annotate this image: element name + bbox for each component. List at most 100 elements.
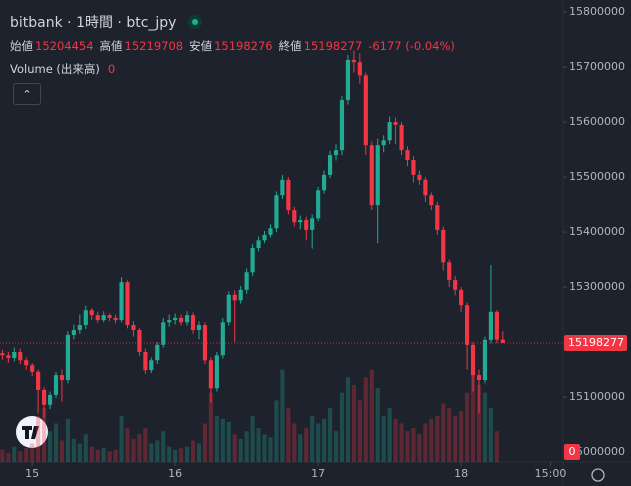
volume-label: 0: [569, 445, 576, 458]
volume-bar: [77, 443, 82, 462]
volume-bar: [447, 408, 452, 462]
candle-body: [435, 205, 440, 230]
candle-body: [494, 311, 499, 340]
candle-body: [292, 210, 297, 223]
volume-bar: [322, 418, 327, 462]
volume-bar: [274, 400, 279, 462]
y-tick-label: 15400000: [569, 225, 625, 238]
volume-bar: [65, 418, 71, 462]
volume-bar: [220, 418, 225, 462]
volume-legend: Volume (出来高) 0: [10, 61, 121, 77]
candle-body: [405, 150, 410, 161]
candle-body: [77, 325, 82, 330]
volume-bar: [101, 448, 106, 462]
volume-bar: [125, 428, 130, 462]
volume-bar: [464, 392, 470, 462]
volume-bar: [137, 434, 142, 462]
candle-body: [351, 59, 356, 63]
volume-bar: [131, 438, 136, 462]
volume-bar: [286, 408, 291, 462]
volume-bar: [30, 443, 35, 462]
value: 15204454: [35, 39, 94, 53]
candle-body: [137, 330, 142, 352]
ohlc-legend: 始値 15204454 高値 15219708 安値 15198276 終値 15198277…: [10, 38, 461, 54]
volume-bar: [405, 431, 410, 462]
volume-bar: [83, 434, 88, 462]
volume-bar: [351, 385, 356, 462]
candle-body: [417, 174, 422, 180]
volume-bar: [453, 415, 458, 462]
volume-bar: [399, 423, 404, 462]
candle-body: [214, 355, 219, 389]
volume-bar: [179, 448, 184, 462]
candle-body: [155, 344, 160, 361]
volume-bar: [244, 431, 249, 462]
volume-bar: [53, 423, 59, 462]
label: 高値: [99, 39, 123, 53]
volume-bar: [167, 446, 172, 462]
candle-body: [113, 317, 118, 321]
y-tick-label: 15100000: [569, 390, 625, 403]
volume-bar: [262, 434, 267, 462]
logo[interactable]: [16, 416, 48, 448]
candle-body: [363, 75, 368, 146]
volume-bar: [161, 431, 166, 462]
volume-bar: [0, 449, 5, 462]
candle-body: [208, 360, 213, 389]
volume-bar: [429, 418, 434, 462]
volume-bar: [202, 423, 208, 462]
volume-bar: [435, 415, 440, 462]
candle-body: [18, 352, 23, 361]
volume-bar: [214, 415, 219, 462]
candle-body: [12, 352, 17, 359]
candle-body: [470, 344, 476, 376]
volume-bar: [12, 446, 17, 462]
settings-icon[interactable]: [591, 468, 605, 482]
candle-body: [30, 365, 35, 372]
volume-bar: [441, 403, 446, 462]
candle-body: [179, 317, 184, 323]
candle-body: [327, 155, 333, 175]
price-label: 15198277: [568, 336, 624, 349]
candle-body: [447, 262, 452, 280]
candle-body: [190, 315, 196, 330]
y-tick-label: 15300000: [569, 280, 625, 293]
candle-body: [125, 282, 130, 326]
volume-bar: [113, 449, 118, 462]
candle-body: [310, 218, 315, 230]
candle-body: [107, 315, 112, 318]
candle-body: [286, 179, 291, 211]
candle-body: [268, 228, 273, 235]
collapse-button[interactable]: ⌃: [13, 83, 41, 105]
volume-bar: [226, 421, 231, 462]
candle-body: [220, 322, 225, 356]
x-tick-label: 15: [25, 467, 39, 480]
volume-bar: [387, 408, 392, 462]
candle-body: [322, 174, 327, 191]
volume-bar: [36, 415, 41, 462]
volume-label-box: [564, 444, 580, 460]
candle-body: [393, 122, 398, 125]
candle-body: [143, 352, 148, 371]
volume-bar: [184, 446, 190, 462]
volume-bar: [470, 366, 476, 462]
candle-body: [59, 375, 65, 381]
volume-bar: [327, 408, 333, 462]
status-dot: [188, 15, 203, 29]
volume-bar: [95, 449, 100, 462]
label: 安値: [189, 39, 213, 53]
volume-bar: [423, 423, 428, 462]
x-tick-label: 18: [454, 467, 468, 480]
volume-bar: [339, 392, 345, 462]
value: 0: [107, 62, 116, 76]
candle-body: [131, 325, 136, 330]
volume-bar: [459, 411, 464, 462]
candle-body: [184, 315, 190, 323]
candle-body: [316, 190, 321, 219]
candle-body: [399, 124, 404, 151]
volume-bar: [196, 443, 202, 462]
candle-body: [441, 229, 446, 263]
volume-bar: [6, 452, 11, 462]
candle-body: [0, 353, 5, 356]
